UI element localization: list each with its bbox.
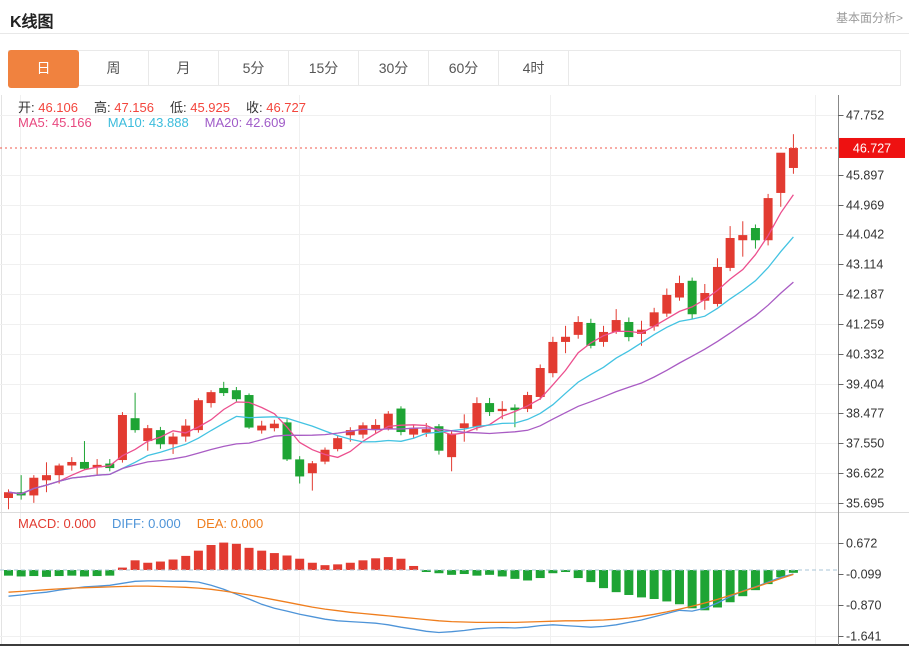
ma5-line — [8, 194, 794, 495]
ohlc-legend: 开: 46.106 高: 47.156 低: 45.925 收: 46.727 — [18, 97, 322, 116]
tab-5min[interactable]: 5分 — [219, 51, 289, 85]
main-y-tick: 44.969 — [846, 199, 884, 213]
macd-macd: MACD: 0.000 — [18, 516, 97, 531]
ohlc-low: 低: 45.925 — [170, 100, 230, 115]
svg-text:46.727: 46.727 — [853, 141, 891, 155]
main-y-tick: 36.622 — [846, 467, 884, 481]
main-y-tick: 38.477 — [846, 407, 884, 421]
tab-day[interactable]: 日 — [8, 50, 79, 88]
main-y-tick: 45.897 — [846, 169, 884, 183]
main-y-tick: 44.042 — [846, 228, 884, 242]
header-divider — [0, 33, 909, 34]
macd-y-tick: -0.099 — [846, 568, 881, 582]
gridlines — [0, 95, 838, 644]
dea-line — [8, 573, 794, 624]
current-price-badge: 46.727 — [839, 137, 905, 158]
period-tab-bar: 日周月 5分 15分 30分 60分 4时 — [8, 50, 901, 88]
tab-bar-filler — [569, 51, 900, 85]
ma-ma20: MA20: 42.609 — [204, 115, 286, 130]
tab-4hour[interactable]: 4时 — [499, 51, 569, 85]
main-y-tick: 41.259 — [846, 318, 884, 332]
ohlc-high: 高: 47.156 — [94, 100, 154, 115]
ohlc-close: 收: 46.727 — [246, 100, 306, 115]
main-y-tick: 43.114 — [846, 258, 883, 272]
main-y-tick: 39.404 — [846, 378, 884, 392]
macd-dea: DEA: 0.000 — [196, 516, 264, 531]
tab-30min[interactable]: 30分 — [359, 51, 429, 85]
macd-y-tick: -1.641 — [846, 630, 881, 644]
tab-month[interactable]: 月 — [149, 51, 219, 85]
tab-week[interactable]: 周 — [79, 51, 149, 85]
fundamental-analysis-link[interactable]: 基本面分析> — [835, 11, 903, 25]
ma20-line — [8, 281, 794, 495]
tab-60min[interactable]: 60分 — [429, 51, 499, 85]
main-y-tick: 40.332 — [846, 348, 884, 362]
ma-legend: MA5: 45.166 MA10: 43.888 MA20: 42.609 — [18, 115, 302, 130]
macd-diff: DIFF: 0.000 — [112, 516, 181, 531]
ma-ma10: MA10: 43.888 — [107, 115, 189, 130]
main-y-tick: 42.187 — [846, 288, 884, 302]
main-y-tick: 35.695 — [846, 497, 884, 511]
macd-histogram — [4, 542, 798, 611]
main-y-tick: 47.752 — [846, 109, 884, 123]
macd-y-tick: -0.870 — [846, 599, 881, 613]
ma-ma5: MA5: 45.166 — [18, 115, 92, 130]
main-y-tick: 37.550 — [846, 437, 884, 451]
diff-line — [8, 573, 794, 634]
page-title: K线图 — [10, 14, 54, 31]
ohlc-open: 开: 46.106 — [18, 100, 78, 115]
ma10-line — [8, 236, 794, 495]
macd-legend: MACD: 0.000 DIFF: 0.000 DEA: 0.000 — [18, 516, 279, 531]
macd-y-tick: 0.672 — [846, 537, 877, 551]
tab-15min[interactable]: 15分 — [289, 51, 359, 85]
